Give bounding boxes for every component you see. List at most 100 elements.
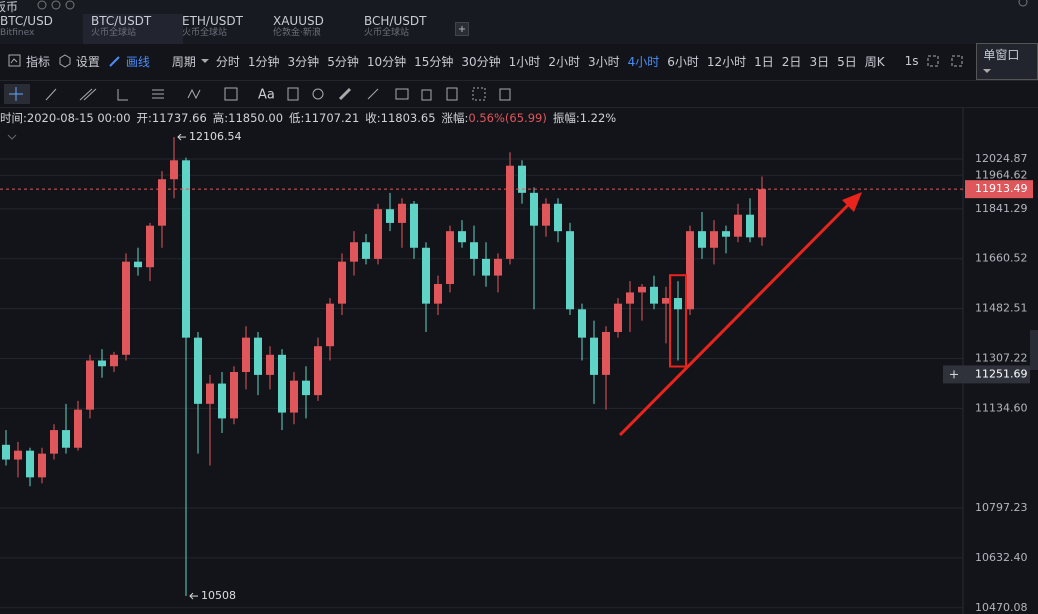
info-label: 振幅:	[553, 111, 580, 125]
candle-body	[482, 258, 490, 276]
tab[interactable]: ETH/USDT 火币全球站	[174, 14, 274, 44]
period-label[interactable]: 周期	[171, 54, 196, 69]
candle-body	[170, 160, 178, 180]
text-tool[interactable]: Aa	[258, 88, 275, 103]
drawing-tools[interactable]: Aa	[0, 81, 560, 107]
indicators-button[interactable]: 指标	[25, 54, 50, 69]
candle-body	[410, 203, 418, 248]
info-label: 开:	[137, 111, 152, 125]
tab-symbol: ETH/USDT	[182, 14, 243, 28]
info-line: 时间:2020-08-15 00:00 开:11737.66 高:11850.00 低…	[0, 111, 616, 125]
period-button[interactable]: 12小时	[706, 54, 747, 69]
period-button[interactable]: 3小时	[587, 54, 620, 69]
window-label: 单窗口	[983, 47, 1020, 62]
period-button[interactable]: 3日	[809, 54, 830, 69]
candle-body	[758, 189, 766, 238]
period-button[interactable]: 1小时	[508, 54, 541, 69]
period-button[interactable]: 5日	[837, 54, 857, 69]
drawing-toolbar: Aa	[0, 80, 1038, 108]
candle-body	[50, 430, 58, 454]
candle-body	[374, 209, 382, 259]
candle-body	[674, 298, 682, 310]
candle-body	[338, 261, 346, 304]
tab[interactable]: BCH/USDT 火币全球站	[356, 14, 456, 44]
tab-symbol: BTC/USD	[0, 14, 53, 28]
period-button[interactable]: 15分钟	[414, 54, 454, 69]
candle-body	[614, 303, 622, 332]
last-price-tag	[965, 180, 1033, 199]
candle-body	[446, 231, 454, 284]
info-label: 涨幅:	[442, 111, 469, 125]
info-value: 11707.21	[304, 111, 359, 125]
window-select[interactable]: 单窗口	[976, 42, 1038, 80]
candle-body	[626, 292, 634, 304]
candle-body	[74, 409, 82, 448]
candle-body	[578, 309, 586, 338]
y-tick-label: 11964.62	[975, 168, 1028, 181]
candle-body	[590, 337, 598, 375]
candle-body	[350, 242, 358, 262]
scroll-handle[interactable]	[1030, 330, 1038, 370]
period-button[interactable]: 5分钟	[327, 54, 359, 69]
info-value: 1.22%	[580, 111, 617, 125]
candle-body	[506, 165, 514, 259]
candle-body	[602, 331, 610, 375]
candle-body	[686, 231, 694, 310]
app-title: 板币	[0, 0, 19, 14]
tab[interactable]: XAUUSD 伦敦金·新浪	[265, 14, 365, 44]
title-icons	[37, 0, 75, 10]
info-label: 时间:	[0, 111, 27, 125]
y-tick-label: 11134.60	[975, 401, 1028, 414]
y-tick-label: 11307.22	[975, 351, 1028, 364]
candle-body	[218, 383, 226, 419]
tab[interactable]: BTC/USD Bitfinex	[0, 14, 92, 44]
period-button[interactable]: 3分钟	[287, 54, 320, 69]
candle-body	[26, 450, 34, 478]
dropdown-arrow	[983, 68, 992, 73]
candle-body	[182, 160, 190, 338]
candle-body	[14, 450, 22, 460]
speed[interactable]: 1s	[904, 54, 919, 68]
period-button[interactable]: 2小时	[548, 54, 580, 69]
period-button[interactable]: 周K	[864, 54, 885, 69]
candle-body	[2, 444, 10, 460]
crosshair-label: 11251.69	[975, 367, 1028, 380]
tab-symbol: BCH/USDT	[364, 14, 427, 28]
settings-button[interactable]: 设置	[75, 54, 100, 69]
annotation-arrowhead	[177, 133, 182, 141]
candle-body	[722, 231, 730, 237]
candle-body	[518, 165, 526, 193]
period-button[interactable]: 10分钟	[366, 54, 407, 69]
settings-icon	[59, 54, 71, 68]
candle-body	[254, 337, 262, 375]
indicator-icon	[8, 54, 21, 67]
info-value: 11737.66	[152, 111, 207, 125]
info-value: 0.56%(65.99)	[468, 111, 546, 125]
add-tab[interactable]	[455, 22, 469, 36]
window-icons[interactable]	[926, 54, 968, 68]
candle-body	[206, 383, 214, 404]
annotation-label: 12106.54	[189, 130, 242, 143]
candle-body	[398, 203, 406, 223]
period-button[interactable]: 6小时	[667, 54, 699, 69]
period-button[interactable]: 4小时	[627, 54, 660, 69]
candle-body	[62, 430, 70, 448]
draw-button[interactable]: 画线	[125, 54, 150, 69]
period-button[interactable]: 30分钟	[461, 54, 501, 69]
info-value: 2020-08-15 00:00	[27, 111, 131, 125]
period-button[interactable]: 分时	[215, 54, 240, 69]
settings-icon[interactable]	[1016, 0, 1030, 8]
period-button[interactable]: 2日	[781, 54, 802, 69]
candle-body	[662, 298, 670, 304]
highlight-box	[669, 274, 687, 368]
candle-body	[158, 179, 166, 226]
tab[interactable]: BTC/USDT 火币全球站	[83, 14, 183, 44]
candle-body	[530, 192, 538, 226]
candle-body	[386, 209, 394, 223]
candle-body	[422, 247, 430, 304]
candle-body	[566, 231, 574, 310]
tab-exchange: 火币全球站	[364, 28, 410, 38]
period-button[interactable]: 1分钟	[247, 54, 280, 69]
period-button[interactable]: 1日	[754, 54, 774, 69]
